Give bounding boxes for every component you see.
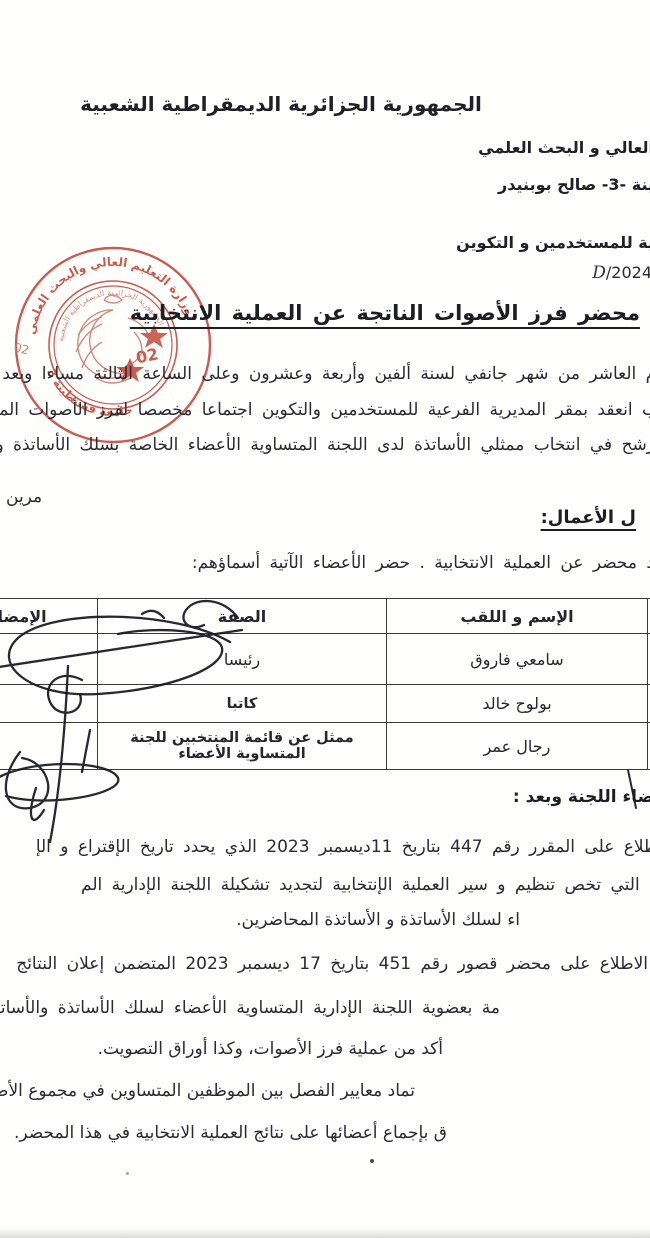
table-row: رجال عمر ممثل عن قائمة المنتخبين للجنة ا… [0, 722, 650, 770]
stamp-star-center [116, 358, 144, 382]
attendees-intro-line: د محضر عن العملية الانتخابية . حضر الأعض… [191, 553, 650, 573]
member-name: بولوح خالد [386, 684, 648, 723]
stamp-number-left: 02 [12, 340, 30, 357]
header-name: الإسم و اللقب [386, 598, 648, 634]
document-title: محضر فرز الأصوات الناتجة عن العملية الان… [129, 301, 640, 325]
agenda-heading: ل الأعمال: [540, 507, 636, 528]
header-role: الصفة [97, 598, 387, 634]
intro-line-4-fragment: مرين [6, 487, 43, 507]
row-number-cell [647, 722, 650, 770]
reference-handwritten-digit: D [592, 263, 606, 283]
member-role: ممثل عن قائمة المنتخبين للجنة المتساوية … [97, 722, 387, 770]
closing-line-8: ق بإجماع أعضائها على نتائج العملية الانت… [14, 1123, 447, 1143]
scan-noise-dot [370, 1159, 374, 1163]
official-stamp-icon: وزارة التعليم العالي والبحث العلمي جامعة… [12, 246, 212, 444]
closing-line-3: اء لسلك الأساتذة و الأساتذة المحاضرين. [236, 910, 520, 930]
table-row: سامعي فاروق رئيسا [0, 633, 650, 685]
intro-line-2: ب انعقد بمقر المديرية الفرعية للمستخدمين… [0, 400, 650, 420]
intro-line-3: رشح في انتخاب ممثلي الأساتذة لدى اللجنة … [0, 435, 650, 455]
table-header-row: م الإسم و اللقب الصفة الإمضاء [0, 598, 650, 634]
reference-number: D/2024 [592, 263, 650, 284]
university-line: ينة -3- صالح بوبنيدر [498, 175, 650, 194]
closing-line-5: مة بعضوية اللجنة الإدارية المتساوية الأع… [0, 998, 500, 1018]
member-name: سامعي فاروق [386, 633, 648, 685]
closing-line-1: الاطلاع على المقرر رقم 447 بتاريخ 11ديسم… [35, 837, 650, 857]
subdirectorate-line: ية للمستخدمين و التكوين [456, 233, 650, 252]
closing-line-2: ة التي تخص تنظيم و سير العملية الإنتخابي… [81, 875, 650, 895]
stamp-star-right [140, 324, 168, 348]
closing-heading: ضاء اللجنة وبعد : [512, 787, 650, 807]
national-header-title: الجمهورية الجزائرية الديمقراطية الشعبية [80, 92, 482, 116]
member-name: رجال عمر [386, 722, 648, 770]
scan-noise-dot [126, 1172, 129, 1175]
reference-printed: /2024 [605, 263, 650, 282]
closing-line-6: أكد من عملية فرز الأصوات، وكذا أوراق الت… [97, 1039, 443, 1059]
member-role: رئيسا [97, 633, 387, 685]
ink-mark [627, 769, 637, 809]
signature-cell [0, 722, 98, 770]
scan-bottom-edge [0, 1228, 650, 1238]
intro-line-1: اليوم العاشر من شهر جانفي لسنة ألفين وأر… [0, 364, 650, 384]
closing-line-4: د الاطلاع على محضر قصور رقم 451 بتاريخ 1… [16, 954, 650, 974]
member-role: كاتبا [97, 684, 387, 723]
signature-scribble-row1 [0, 599, 244, 696]
ministry-line: العالي و البحث العلمي [478, 138, 650, 157]
header-signature: الإمضاء [0, 598, 98, 634]
closing-line-7: تماد معايير الفصل بين الموظفين المتساوين… [0, 1081, 415, 1101]
stamp-number-right: 02 [134, 344, 160, 367]
attendance-table: م الإسم و اللقب الصفة الإمضاء سامعي فارو… [0, 598, 650, 770]
signature-scribble-rows2-3 [0, 664, 120, 844]
